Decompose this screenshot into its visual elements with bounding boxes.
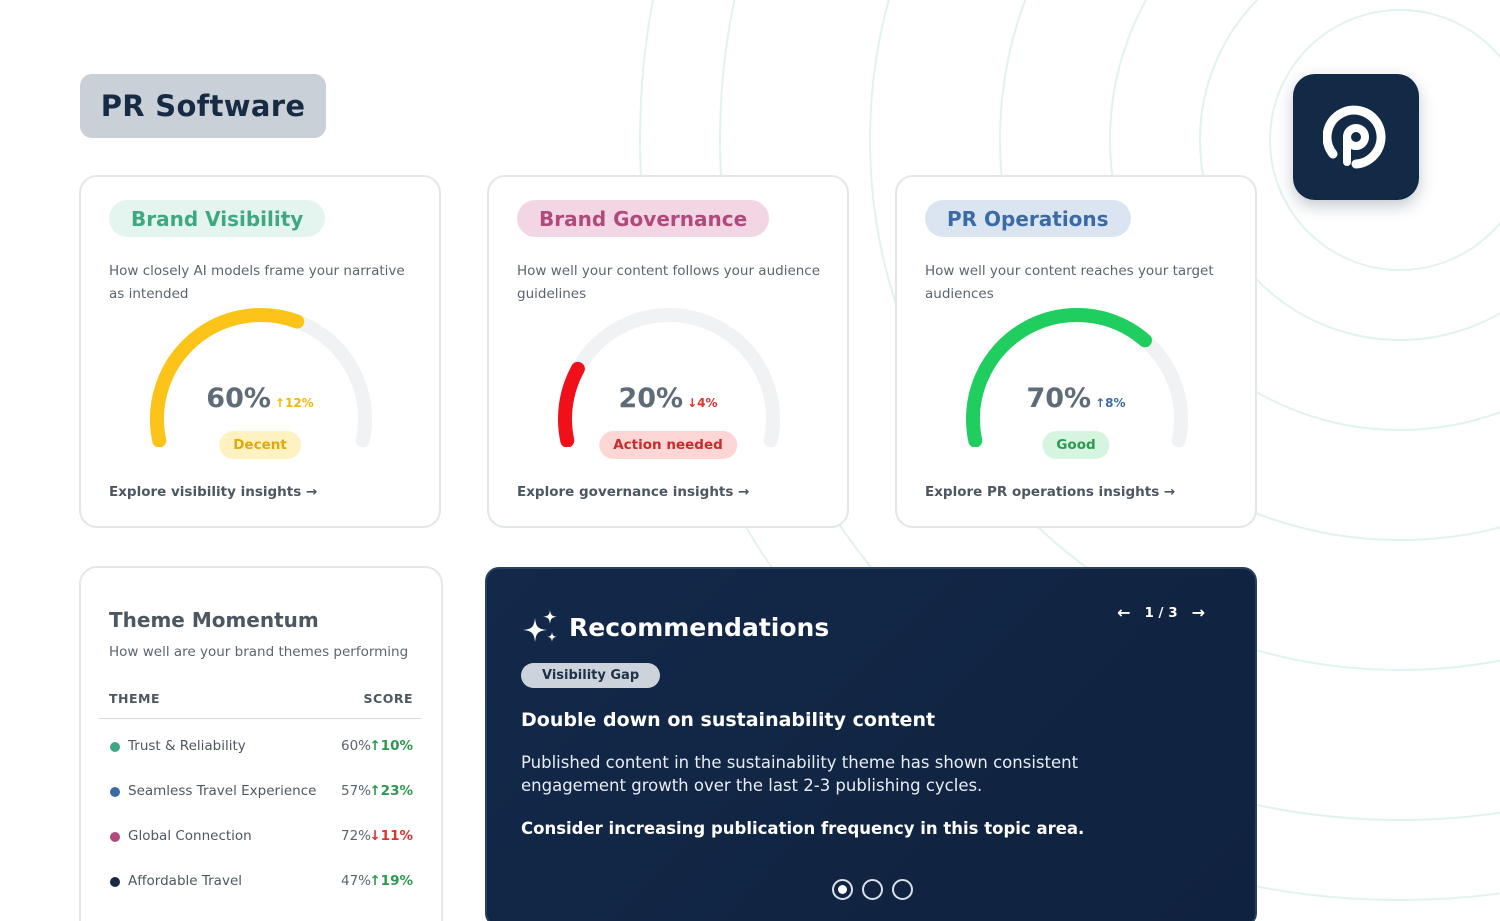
recommendations-panel: Recommendations ← 1 / 3 → Visibility Gap… [485, 567, 1257, 921]
status-badge: Decent [219, 431, 301, 459]
card-description: How well your content reaches your targe… [925, 263, 1214, 302]
status-badge: Good [1042, 431, 1110, 459]
card-title-pill: Brand Visibility [109, 200, 326, 237]
gauge-fill [966, 307, 1152, 447]
theme-name: Trust & Reliability [128, 738, 246, 754]
theme-name: Affordable Travel [128, 873, 242, 889]
theme-delta: ↑10% [369, 738, 413, 754]
column-score-header: SCORE [363, 691, 413, 706]
theme-name: Seamless Travel Experience [128, 783, 317, 799]
card-description: How closely AI models frame your narrati… [109, 263, 405, 302]
theme-score: 47% [340, 873, 371, 889]
theme-name: Global Connection [128, 828, 252, 844]
table-row[interactable]: Trust & Reliability 60% ↑10% [109, 737, 413, 757]
score-readout: 60% ↑12% [81, 383, 439, 414]
theme-delta: ↑23% [369, 783, 413, 799]
next-arrow-icon[interactable]: → [1191, 603, 1205, 622]
carousel-dot-2[interactable] [862, 879, 883, 900]
recommendation-tag: Visibility Gap [521, 663, 661, 688]
gauge-fill [558, 361, 585, 447]
page-title: PR Software [80, 74, 326, 138]
theme-score: 72% [340, 828, 371, 844]
gauge-fill [150, 308, 305, 447]
score-readout: 20% ↓4% [489, 383, 847, 414]
table-divider [99, 718, 421, 719]
recommendation-headline: Double down on sustainability content [521, 709, 936, 731]
theme-momentum-subtitle: How well are your brand themes performin… [109, 644, 409, 660]
explore-visibility-link[interactable]: Explore visibility insights → [109, 484, 318, 500]
theme-score: 57% [340, 783, 371, 799]
card-title-pill: PR Operations [925, 200, 1131, 237]
status-badge: Action needed [599, 431, 737, 459]
score-gauge [150, 308, 372, 447]
gauge-track [558, 308, 780, 447]
score-delta: ↑8% [1095, 396, 1126, 410]
table-row[interactable]: Global Connection 72% ↓11% [109, 827, 413, 847]
card-title-pill: Brand Governance [517, 200, 770, 237]
theme-score: 60% [340, 738, 371, 754]
table-header: THEME SCORE [109, 691, 413, 706]
theme-color-dot [110, 877, 120, 887]
explore-governance-link[interactable]: Explore governance insights → [517, 484, 750, 500]
theme-color-dot [110, 787, 120, 797]
score-delta: ↓4% [687, 396, 718, 410]
previous-arrow-icon[interactable]: ← [1117, 603, 1131, 622]
carousel-dot-3[interactable] [892, 879, 913, 900]
logo-icon [1323, 105, 1386, 169]
recommendation-body: Published content in the sustainability … [521, 753, 1079, 795]
carousel-dots [832, 879, 913, 900]
recommendation-cta: Consider increasing publication frequenc… [521, 819, 1085, 838]
table-row[interactable]: Affordable Travel 47% ↑19% [109, 872, 413, 892]
pager-count: 1 / 3 [1144, 604, 1178, 621]
recommendations-pager: ← 1 / 3 → [1117, 603, 1205, 622]
brand-visibility-card: Brand Visibility How closely AI models f… [79, 175, 441, 528]
card-description: How well your content follows your audie… [517, 263, 821, 302]
brand-logo[interactable] [1293, 74, 1419, 200]
gauge-track [966, 308, 1188, 447]
gauge-track [150, 308, 372, 447]
score-readout: 70% ↑8% [897, 383, 1255, 414]
score-gauge [966, 307, 1188, 447]
score-gauge [558, 308, 780, 447]
brand-governance-card: Brand Governance How well your content f… [487, 175, 849, 528]
carousel-dot-1[interactable] [832, 879, 853, 900]
pr-operations-card: PR Operations How well your content reac… [895, 175, 1257, 528]
table-row[interactable]: Seamless Travel Experience 57% ↑23% [109, 782, 413, 802]
score-value: 60% [206, 383, 271, 414]
theme-delta: ↑19% [369, 873, 413, 889]
theme-momentum-title: Theme Momentum [109, 608, 319, 632]
score-value: 70% [1026, 383, 1092, 414]
score-value: 20% [618, 383, 684, 414]
theme-color-dot [110, 742, 120, 752]
sparkle-icon [523, 610, 557, 642]
score-delta: ↑12% [274, 396, 314, 410]
column-theme-header: THEME [109, 691, 161, 706]
theme-color-dot [110, 832, 120, 842]
explore-pr-operations-link[interactable]: Explore PR operations insights → [925, 484, 1176, 500]
theme-momentum-card: Theme Momentum How well are your brand t… [79, 566, 443, 921]
recommendations-title: Recommendations [569, 613, 830, 642]
theme-delta: ↓11% [369, 828, 413, 844]
